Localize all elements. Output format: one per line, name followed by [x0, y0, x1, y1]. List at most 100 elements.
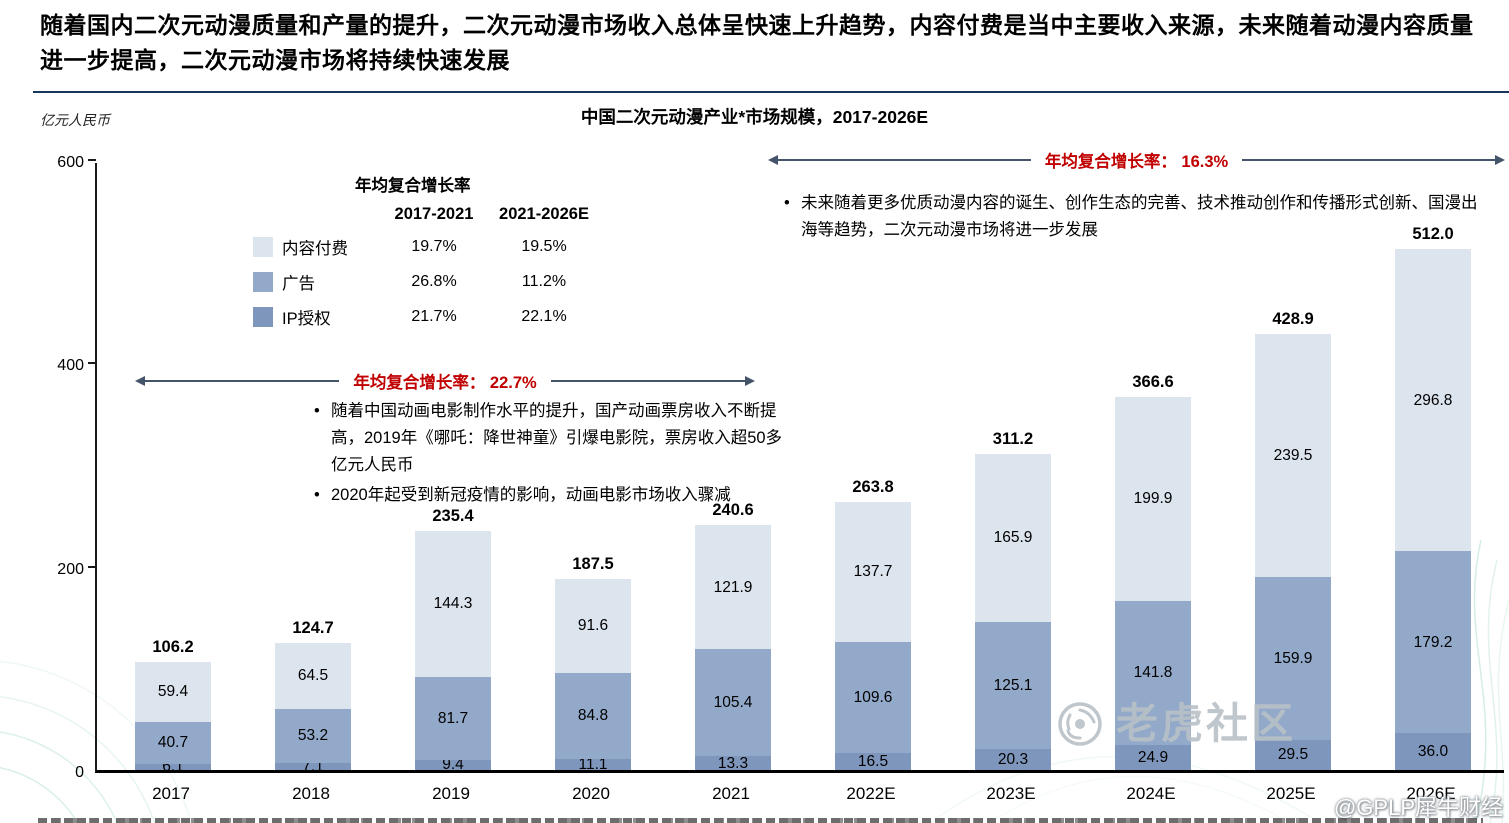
segment-value-label: 84.8: [577, 706, 609, 724]
segment-value-label: 9.4: [442, 756, 464, 774]
bar-segment-广告: 81.7: [415, 677, 491, 761]
bar-total-label: 263.8: [852, 477, 894, 496]
bar-segment-广告: 125.1: [975, 622, 1051, 750]
segment-value-label: 199.9: [1133, 490, 1173, 508]
bar-segment-内容付费: 59.4: [135, 662, 211, 723]
cagr-value: 22.1%: [521, 308, 567, 325]
bar-total-label: 235.4: [432, 506, 474, 525]
segment-value-label: 144.3: [433, 595, 473, 613]
bar-segment-内容付费: 199.9: [1115, 397, 1191, 601]
bar-segment-IP授权: 11.1: [555, 757, 631, 772]
bar-segment-IP授权: 16.5: [835, 753, 911, 770]
bar-segment-IP授权: 29.5: [1255, 740, 1331, 770]
right-bullet-list: 未来随着更多优质动漫内容的诞生、创作生态的完善、技术推动创作和传播形式创新、国漫…: [782, 190, 1484, 247]
segment-value-label: 105.4: [713, 694, 753, 712]
y-axis-tick-mark: [88, 159, 96, 161]
arrow-left-icon: [135, 376, 145, 386]
bar-segment-广告: 105.4: [695, 649, 771, 757]
x-axis-label: 2022E: [846, 784, 896, 803]
tiger-community-label: 老虎社区: [1116, 700, 1297, 747]
arrow-left-icon: [768, 155, 778, 165]
segment-value-label: 91.6: [577, 617, 609, 635]
segment-value-label: 121.9: [713, 578, 753, 596]
x-axis-labels: 2017 2018 2019 2020 2021 2022E 2023E 2024E 2025E…: [95, 784, 1504, 808]
bar-segment-广告: 109.6: [835, 641, 911, 754]
segment-value-label: 137.7: [853, 563, 893, 581]
bar-segment-IP授权: 24.9: [1115, 744, 1191, 770]
segment-value-label: 141.8: [1133, 663, 1173, 681]
cagr-annotation-right-text: 年均复合增长率： 16.3%: [1044, 153, 1229, 171]
bar-total-label: 428.9: [1272, 309, 1314, 328]
bar-segment-内容付费: 144.3: [415, 530, 491, 678]
x-axis-label: 2018: [292, 784, 330, 803]
segment-value-label: 159.9: [1273, 649, 1313, 667]
cagr-legend-table: 年均复合增长率 2017-2021 2021-2026E 内容付费 19.7% …: [253, 172, 603, 329]
arrow-line: [550, 380, 745, 382]
arrow-line: [1242, 159, 1495, 161]
x-axis-label: 2026E: [1406, 784, 1456, 803]
segment-value-label: 59.4: [157, 683, 189, 701]
bar-segment-IP授权: 6.1: [135, 759, 211, 774]
bullet-item: 2020年起受到新冠疫情的影响，动画电影市场收入骤减: [312, 482, 792, 509]
chart-title: 中国二次元动漫产业*市场规模，2017-2026E: [580, 107, 929, 127]
segment-value-label: 81.7: [437, 710, 469, 728]
y-axis-labels: 0 200 400 600: [28, 154, 84, 781]
cagr-table-title: 年均复合增长率: [355, 177, 471, 195]
y-axis-tick-label: 0: [75, 764, 84, 781]
aperture-icon: [1058, 702, 1102, 746]
x-axis-label: 2025E: [1266, 784, 1316, 803]
left-bullet-list: 随着中国动画电影制作水平的提升，国产动画票房收入不断提高，2019年《哪吒：降世…: [312, 398, 792, 512]
x-axis-label: 2020: [572, 784, 610, 803]
bar-segment-内容付费: 137.7: [835, 501, 911, 642]
bar-segment-广告: 53.2: [275, 708, 351, 763]
cagr-value: 26.8%: [411, 273, 457, 290]
tiger-community-watermark: 老虎社区: [1056, 700, 1296, 748]
bar-segment-广告: 84.8: [555, 672, 631, 759]
credit-watermark: @GPLP犀牛财经: [1333, 795, 1503, 820]
x-axis-label: 2024E: [1126, 784, 1176, 803]
cagr-value: 21.7%: [411, 308, 457, 325]
segment-value-label: 20.3: [997, 750, 1029, 768]
bar-segment-IP授权: 9.4: [415, 756, 491, 774]
bar-segment-内容付费: 239.5: [1255, 333, 1331, 578]
y-axis-tick-label: 200: [57, 560, 84, 578]
clipped-footnote-text: [38, 818, 1483, 823]
x-axis-label: 2021: [712, 784, 750, 803]
segment-value-label: 64.5: [297, 667, 329, 685]
legend-swatch-ads: [253, 272, 273, 292]
bar-segment-内容付费: 296.8: [1395, 249, 1471, 552]
x-axis-label: 2023E: [986, 784, 1036, 803]
bar-segment-广告: 159.9: [1255, 577, 1331, 741]
y-axis-tick-mark: [88, 362, 96, 365]
segment-value-label: 109.6: [853, 688, 893, 706]
segment-value-label: 239.5: [1273, 446, 1313, 464]
legend-item-ip-license: IP授权: [253, 305, 383, 329]
arrow-right-icon: [1495, 155, 1505, 165]
legend-label: 内容付费: [282, 240, 348, 258]
cagr-annotation-left-text: 年均复合增长率： 22.7%: [353, 374, 537, 392]
bar-segment-IP授权: 36.0: [1395, 733, 1471, 770]
segment-value-label: 165.9: [993, 529, 1033, 547]
y-axis-tick-label: 600: [57, 154, 84, 171]
bar-total-label: 187.5: [572, 555, 614, 574]
bar-segment-IP授权: 13.3: [695, 754, 771, 772]
segment-value-label: 36.0: [1417, 742, 1449, 760]
segment-value-label: 179.2: [1413, 633, 1453, 651]
segment-value-label: 13.3: [717, 754, 749, 772]
bullet-item: 未来随着更多优质动漫内容的诞生、创作生态的完善、技术推动创作和传播形式创新、国漫…: [782, 190, 1484, 244]
x-axis-label: 2017: [152, 784, 190, 803]
bar-total-label: 366.6: [1132, 373, 1174, 392]
segment-value-label: 40.7: [157, 734, 189, 752]
cagr-column-header: 2017-2021: [394, 205, 474, 223]
bar-segment-内容付费: 64.5: [275, 643, 351, 709]
stacked-bar-chart: 6.1 40.7 59.4 106.2 7.1 53.2 64.5 124.7 9.4 81.7 1…: [88, 159, 1504, 774]
segment-value-label: 24.9: [1137, 748, 1169, 766]
x-axis-label: 2019: [432, 784, 470, 803]
bullet-item: 随着中国动画电影制作水平的提升，国产动画票房收入不断提高，2019年《哪吒：降世…: [312, 398, 792, 479]
y-axis-unit-label: 亿元人民币: [40, 114, 110, 129]
y-axis-tick-mark: [88, 565, 96, 568]
bar-total-label: 124.7: [292, 619, 334, 638]
legend-swatch-ip-license: [253, 307, 273, 327]
bar-segment-内容付费: 165.9: [975, 453, 1051, 623]
